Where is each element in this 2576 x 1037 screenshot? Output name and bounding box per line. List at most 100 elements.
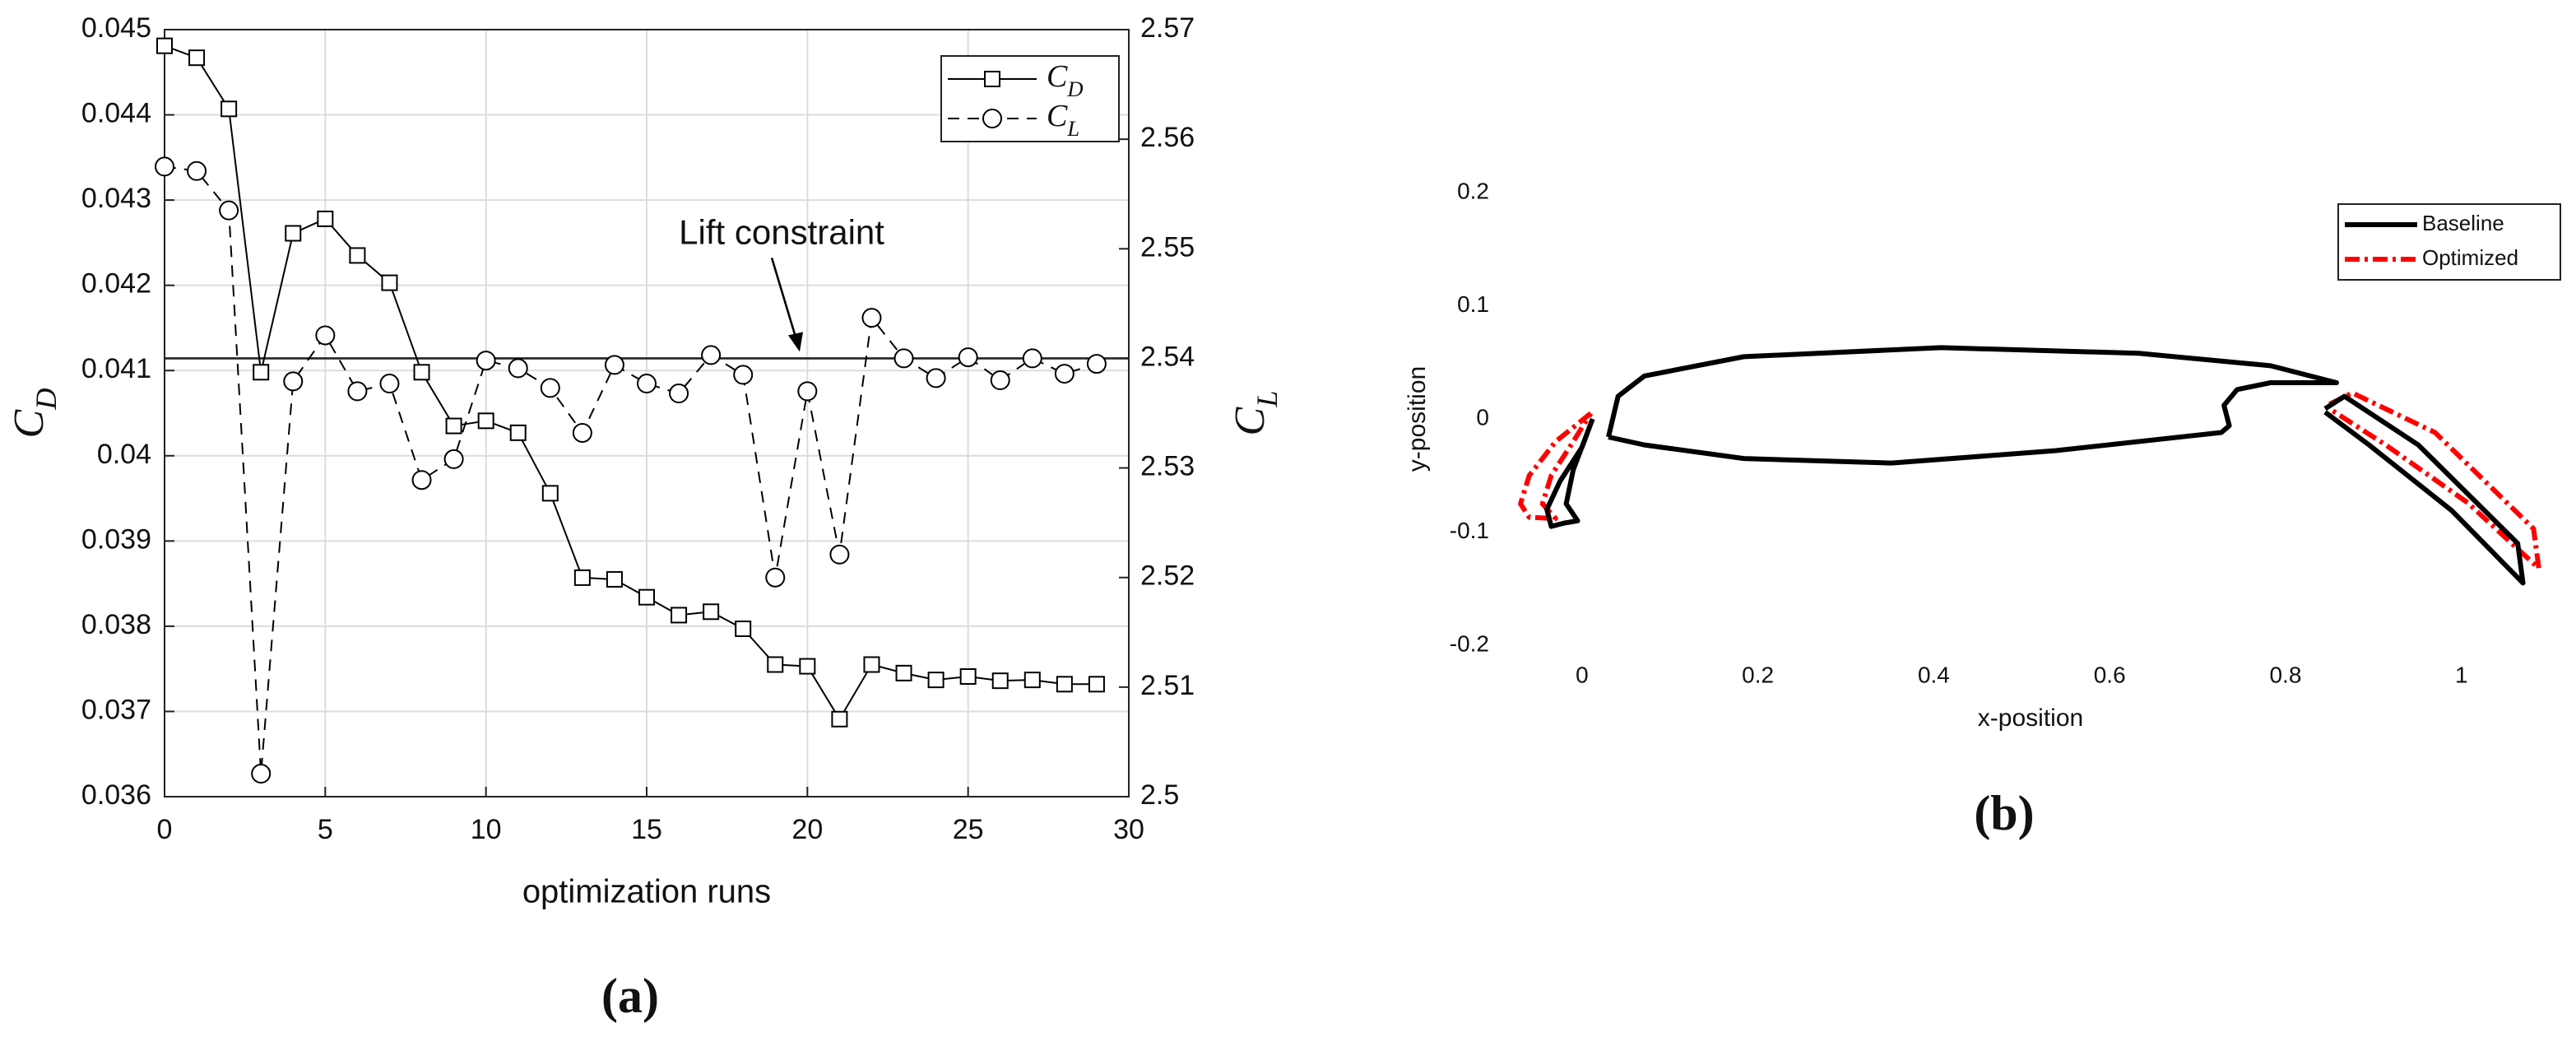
marker-square	[959, 667, 977, 685]
marker-square	[349, 247, 366, 264]
marker-circle	[476, 351, 496, 371]
marker-circle	[219, 200, 239, 221]
marker-circle	[1054, 364, 1074, 384]
x-tick-label: 0	[157, 814, 173, 845]
y2-tick-label: 2.56	[1140, 122, 1195, 153]
y-axis-label-sub: D	[30, 388, 63, 411]
marker-circle	[958, 347, 978, 368]
y2-axis-label: CL	[1227, 391, 1283, 436]
x-tick-label: 20	[791, 814, 823, 845]
marker-square	[156, 37, 173, 54]
marker-square	[799, 658, 816, 675]
legend-marker	[984, 71, 1000, 87]
y-axis-label-base: C	[6, 408, 53, 438]
marker-circle	[701, 345, 722, 365]
marker-circle	[155, 156, 174, 177]
y2-axis-label-base: C	[1227, 406, 1274, 435]
marker-circle	[733, 365, 754, 385]
panel-label: (b)	[1974, 786, 2034, 840]
marker-circle	[572, 422, 592, 443]
legend-box	[940, 55, 1120, 142]
series-line	[1544, 345, 2526, 586]
marker-circle	[604, 355, 624, 375]
marker-square	[445, 417, 462, 435]
y-tick-label: -0.2	[1450, 630, 1489, 656]
legend-label: CL	[1047, 99, 1079, 141]
panel-label: (a)	[601, 969, 659, 1023]
marker-square	[767, 656, 784, 673]
y-tick-label: 0.2	[1457, 178, 1489, 203]
y2-tick-label: 2.5	[1140, 779, 1179, 811]
y-tick-label: 0.043	[81, 183, 151, 214]
marker-circle	[251, 764, 272, 784]
annotation-label: Lift constraint	[679, 213, 884, 252]
marker-square	[638, 588, 655, 606]
marker-square	[606, 570, 623, 588]
marker-circle	[443, 449, 464, 469]
legend-label: CD	[1047, 59, 1084, 101]
marker-square	[991, 672, 1009, 690]
y2-tick-label: 2.54	[1140, 341, 1195, 372]
x-axis-label: optimization runs	[522, 874, 771, 910]
marker-circle	[187, 160, 207, 181]
marker-square	[831, 710, 848, 728]
marker-circle	[893, 348, 914, 369]
marker-circle	[765, 567, 786, 588]
y-tick-label: 0.1	[1457, 291, 1489, 317]
x-tick-label: 30	[1113, 814, 1144, 845]
legend-label: Baseline	[2422, 211, 2504, 235]
series-line	[1518, 390, 2541, 571]
x-tick-label: 0	[1576, 662, 1589, 687]
y-axis-label: y-position	[1404, 366, 1431, 472]
legend-box	[2337, 203, 2561, 281]
marker-circle	[1022, 348, 1042, 369]
y-tick-label: 0.041	[81, 353, 151, 384]
y-tick-label: -0.1	[1450, 518, 1489, 543]
marker-square	[317, 210, 334, 227]
arrow-head	[787, 332, 803, 352]
x-tick-label: 0.6	[2094, 662, 2126, 687]
marker-square	[735, 620, 752, 637]
legend-label-sub: L	[1066, 116, 1079, 141]
y-tick-label: 0.037	[81, 694, 151, 725]
marker-circle	[1086, 354, 1107, 374]
marker-circle	[990, 370, 1010, 391]
legend-label: Optimized	[2422, 245, 2518, 270]
x-tick-label: 25	[953, 814, 984, 845]
annotation-arrow	[770, 258, 800, 346]
marker-circle	[411, 470, 432, 491]
x-tick-label: 0.2	[1742, 662, 1774, 687]
y2-tick-label: 2.57	[1140, 12, 1195, 44]
y-tick-label: 0.036	[81, 779, 151, 811]
legend-marker	[982, 109, 1002, 128]
y-tick-label: 0.042	[81, 268, 151, 300]
marker-square	[1023, 672, 1041, 689]
x-tick-label: 0.8	[2269, 662, 2301, 687]
marker-square	[285, 225, 302, 242]
marker-square	[413, 364, 430, 381]
legend-label-sub: D	[1066, 77, 1083, 101]
series-line	[164, 165, 1098, 775]
marker-square	[1088, 676, 1105, 693]
marker-square	[671, 607, 688, 624]
marker-circle	[379, 374, 400, 394]
legend-label-base: C	[1047, 99, 1068, 133]
y-tick-label: 0.044	[81, 98, 151, 129]
marker-circle	[926, 368, 946, 388]
marker-square	[381, 274, 398, 291]
y-tick-label: 0.04	[97, 439, 151, 470]
marker-square	[927, 672, 945, 689]
y-tick-label: 0.038	[81, 609, 151, 640]
marker-square	[477, 412, 494, 430]
marker-square	[863, 656, 880, 673]
legend-label-base: C	[1047, 59, 1068, 94]
marker-square	[220, 100, 238, 118]
x-tick-label: 10	[471, 814, 502, 845]
y-tick-label: 0	[1476, 404, 1489, 430]
marker-square	[541, 485, 559, 502]
marker-circle	[637, 374, 657, 394]
marker-square	[188, 49, 206, 67]
marker-circle	[283, 371, 304, 392]
marker-square	[573, 569, 591, 586]
